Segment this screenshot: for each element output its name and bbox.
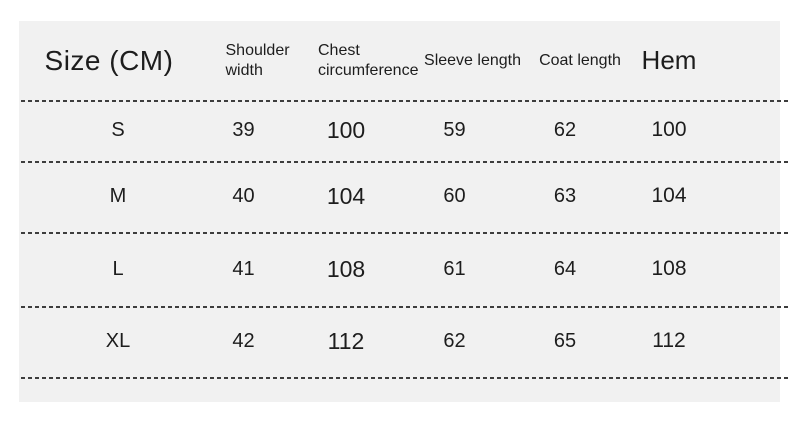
cell-m-chest: 104 bbox=[294, 161, 414, 232]
row-spacer bbox=[719, 161, 780, 232]
row-label-xl: XL bbox=[19, 306, 199, 377]
cell-s-chest: 100 bbox=[294, 100, 414, 161]
column-header-hem: Hem bbox=[619, 21, 719, 100]
size-chart-panel: Size (CM) Shoulder width Chest circumfer… bbox=[19, 21, 788, 402]
row-label-l: L bbox=[19, 232, 199, 306]
dashed-divider bbox=[21, 161, 788, 163]
dashed-divider bbox=[21, 100, 788, 102]
row-label-m: M bbox=[19, 161, 199, 232]
column-header-sleeve-length-label: Sleeve length bbox=[424, 51, 521, 69]
cell-xl-chest-value: 112 bbox=[327, 328, 365, 355]
column-header-hem-label: Hem bbox=[641, 45, 697, 76]
cell-m-shoulder-value: 40 bbox=[232, 185, 255, 207]
header-spacer bbox=[719, 21, 780, 100]
cell-m-chest-value: 104 bbox=[326, 183, 366, 210]
cell-s-shoulder-value: 39 bbox=[232, 119, 255, 141]
cell-s-sleeve-value: 59 bbox=[443, 119, 466, 141]
cell-m-coat-value: 63 bbox=[553, 185, 577, 207]
cell-m-coat: 63 bbox=[519, 161, 619, 232]
dashed-divider bbox=[21, 232, 788, 234]
column-header-chest-circumference-label: Chest circumference bbox=[318, 41, 419, 79]
column-header-coat-length-label: Coat length bbox=[539, 51, 621, 69]
column-header-sleeve-length: Sleeve length bbox=[414, 21, 521, 100]
cell-xl-coat: 65 bbox=[519, 306, 619, 377]
row-label-l-text: L bbox=[112, 257, 124, 280]
row-label-m-text: M bbox=[109, 185, 127, 207]
row-spacer bbox=[719, 232, 780, 306]
cell-m-sleeve: 60 bbox=[414, 161, 519, 232]
cell-s-coat: 62 bbox=[519, 100, 619, 161]
cell-xl-sleeve-value: 62 bbox=[443, 330, 466, 352]
cell-l-coat-value: 64 bbox=[553, 257, 577, 280]
cell-s-hem-value: 100 bbox=[651, 118, 687, 142]
cell-xl-hem-value: 112 bbox=[652, 329, 686, 353]
column-header-coat-length: Coat length bbox=[519, 21, 621, 100]
cell-m-shoulder: 40 bbox=[199, 161, 294, 232]
column-header-size-label: Size (CM) bbox=[44, 45, 174, 76]
cell-m-hem: 104 bbox=[619, 161, 719, 232]
size-chart-table: Size (CM) Shoulder width Chest circumfer… bbox=[19, 21, 780, 377]
cell-l-shoulder-value: 41 bbox=[232, 257, 255, 280]
row-spacer bbox=[719, 306, 780, 377]
cell-l-chest: 108 bbox=[294, 232, 414, 306]
cell-m-sleeve-value: 60 bbox=[443, 185, 466, 207]
cell-xl-shoulder: 42 bbox=[199, 306, 294, 377]
cell-l-coat: 64 bbox=[519, 232, 619, 306]
cell-l-chest-value: 108 bbox=[326, 255, 366, 282]
cell-s-coat-value: 62 bbox=[553, 119, 577, 141]
row-label-xl-text: XL bbox=[105, 330, 131, 352]
cell-xl-coat-value: 65 bbox=[553, 330, 577, 352]
column-header-chest-circumference: Chest circumference bbox=[294, 21, 418, 100]
column-header-shoulder-width: Shoulder width bbox=[199, 21, 294, 100]
row-label-s: S bbox=[19, 100, 199, 161]
cell-m-hem-value: 104 bbox=[651, 184, 687, 208]
cell-l-hem-value: 108 bbox=[651, 256, 687, 280]
cell-xl-chest: 112 bbox=[294, 306, 414, 377]
cell-l-shoulder: 41 bbox=[199, 232, 294, 306]
cell-l-sleeve: 61 bbox=[414, 232, 519, 306]
cell-s-hem: 100 bbox=[619, 100, 719, 161]
cell-xl-hem: 112 bbox=[619, 306, 719, 377]
dashed-divider bbox=[21, 306, 788, 308]
cell-l-sleeve-value: 61 bbox=[443, 257, 466, 280]
row-spacer bbox=[719, 100, 780, 161]
cell-s-shoulder: 39 bbox=[199, 100, 294, 161]
row-label-s-text: S bbox=[111, 119, 125, 141]
cell-s-sleeve: 59 bbox=[414, 100, 519, 161]
cell-s-chest-value: 100 bbox=[326, 117, 366, 144]
cell-xl-shoulder-value: 42 bbox=[232, 330, 255, 352]
column-header-shoulder-width-label: Shoulder width bbox=[225, 41, 290, 79]
cell-xl-sleeve: 62 bbox=[414, 306, 519, 377]
dashed-divider bbox=[21, 377, 788, 379]
column-header-size: Size (CM) bbox=[19, 21, 199, 100]
cell-l-hem: 108 bbox=[619, 232, 719, 306]
